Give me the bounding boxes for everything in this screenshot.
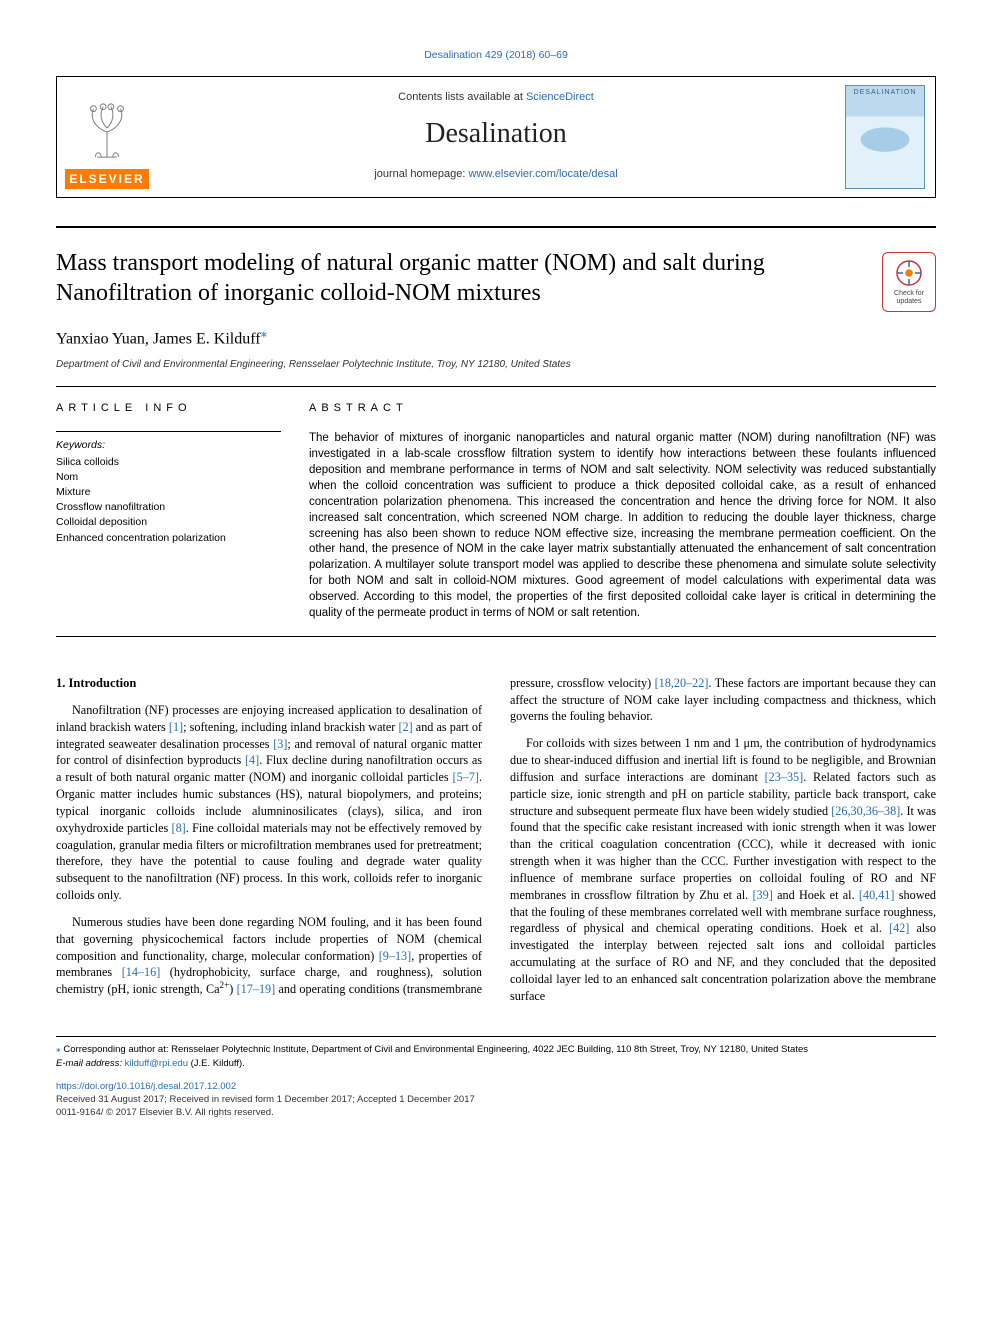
cover-thumb-art [850,118,920,154]
section-number: 1. [56,676,65,690]
citation-link[interactable]: [4] [245,753,259,767]
citation-link[interactable]: [9–13] [379,949,412,963]
contents-prefix: Contents lists available at [398,91,526,103]
crossmark-badge[interactable]: Check for updates [882,252,936,312]
abstract-heading: ABSTRACT [309,401,936,416]
citation-link[interactable]: [5–7] [453,770,479,784]
footnote-corr-text: Corresponding author at: Rensselaer Poly… [61,1044,808,1055]
citation-link[interactable]: [18,20–22] [655,676,709,690]
author-affiliation: Department of Civil and Environmental En… [56,358,936,372]
running-header: Desalination 429 (2018) 60–69 [56,48,936,62]
contents-lists-line: Contents lists available at ScienceDirec… [169,90,823,105]
doi-link[interactable]: https://doi.org/10.1016/j.desal.2017.12.… [56,1081,236,1092]
citation-link[interactable]: [26,30,36–38] [831,804,900,818]
elsevier-tree-icon [76,99,138,161]
corresponding-author-symbol: ⁎ [261,325,268,340]
masthead-center: Contents lists available at ScienceDirec… [157,77,835,197]
citation-link[interactable]: [14–16] [122,965,161,979]
article-info-heading: ARTICLE INFO [56,401,281,416]
article-history: Received 31 August 2017; Received in rev… [56,1094,475,1105]
citation-link[interactable]: [17–19] [237,982,276,996]
keyword-item: Silica colloids [56,455,281,470]
article-info-column: ARTICLE INFO Keywords: Silica colloids N… [56,401,281,622]
article-title: Mass transport modeling of natural organ… [56,248,936,308]
journal-name: Desalination [169,115,823,153]
superscript: 2+ [220,980,230,990]
email-suffix: (J.E. Kilduff). [188,1058,245,1069]
section-title: Introduction [69,676,137,690]
section-heading-introduction: 1. Introduction [56,675,482,692]
article-info-rule [56,431,281,432]
corresponding-author-footnote: ⁎ Corresponding author at: Rensselaer Po… [56,1043,936,1070]
journal-homepage-link[interactable]: www.elsevier.com/locate/desal [469,168,618,180]
journal-masthead: ELSEVIER Contents lists available at Sci… [56,76,936,198]
keyword-item: Crossflow nanofiltration [56,500,281,515]
keyword-item: Nom [56,470,281,485]
citation-link[interactable]: [42] [889,921,909,935]
cover-thumb-title: DESALINATION [846,88,924,97]
info-abstract-row: ARTICLE INFO Keywords: Silica colloids N… [56,386,936,622]
article-body: 1. Introduction Nanofiltration (NF) proc… [56,675,936,1007]
footnote-rule [56,1036,936,1037]
doi-block: https://doi.org/10.1016/j.desal.2017.12.… [56,1080,936,1120]
body-text: ; softening, including inland brackish w… [183,720,398,734]
journal-cover-box: DESALINATION [835,77,935,197]
keyword-item: Mixture [56,485,281,500]
abstract-bottom-rule [56,636,936,637]
body-text: and Hoek et al. [773,888,859,902]
abstract-text: The behavior of mixtures of inorganic na… [309,431,936,621]
abstract-column: ABSTRACT The behavior of mixtures of ino… [309,401,936,622]
keyword-item: Enhanced concentration polarization [56,531,281,546]
sciencedirect-link[interactable]: ScienceDirect [526,91,594,103]
author-list: Yanxiao Yuan, James E. Kilduff⁎ [56,324,936,350]
authors-names: Yanxiao Yuan, James E. Kilduff [56,331,261,348]
citation-link[interactable]: [40,41] [859,888,895,902]
journal-homepage-line: journal homepage: www.elsevier.com/locat… [169,167,823,182]
citation-link[interactable]: [1] [169,720,183,734]
citation-link[interactable]: [39] [753,888,773,902]
homepage-prefix: journal homepage: [374,168,468,180]
citation-link[interactable]: [23–35] [765,770,804,784]
masthead-rule [56,226,936,228]
body-text: ) [229,982,236,996]
body-paragraph: Nanofiltration (NF) processes are enjoyi… [56,702,482,904]
journal-cover-thumbnail: DESALINATION [845,85,925,189]
publisher-logo-box: ELSEVIER [57,77,157,197]
email-label: E-mail address: [56,1058,125,1069]
keywords-heading: Keywords: [56,438,281,452]
keyword-item: Colloidal deposition [56,515,281,530]
body-paragraph: For colloids with sizes between 1 nm and… [510,735,936,1004]
citation-link[interactable]: [2] [398,720,412,734]
publisher-wordmark: ELSEVIER [65,169,148,189]
citation-link[interactable]: [3] [273,737,287,751]
keywords-list: Silica colloids Nom Mixture Crossflow na… [56,455,281,546]
issn-copyright: 0011-9164/ © 2017 Elsevier B.V. All righ… [56,1107,274,1118]
citation-link[interactable]: [8] [172,821,186,835]
corresponding-email-link[interactable]: kilduff@rpi.edu [125,1058,188,1069]
article-header: Check for updates Mass transport modelin… [56,248,936,371]
body-text: and operating conditions [275,982,403,996]
crossmark-label: Check for updates [883,290,935,305]
crossmark-icon [894,258,924,288]
